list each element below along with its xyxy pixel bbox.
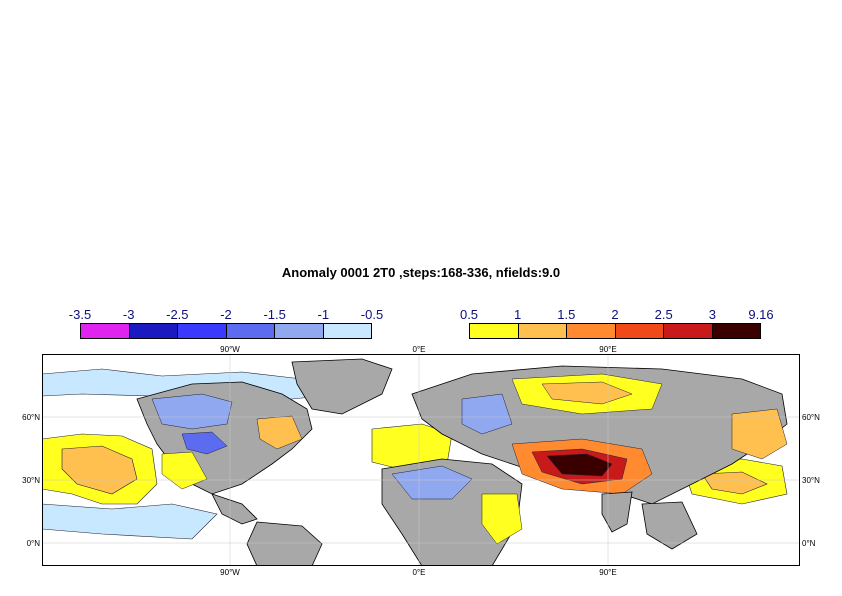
lon-tick-bottom: 90°E [599, 568, 616, 577]
tibet-extreme-core [546, 453, 613, 477]
legend-tick: -2.5 [166, 307, 189, 322]
hudson-warm-region [256, 415, 303, 450]
legend-tick: 0.5 [459, 307, 479, 322]
legend-tick: -0.5 [360, 307, 384, 322]
legend-negative-colorbar [80, 323, 372, 339]
siberia-warm-core [541, 381, 633, 405]
west-pacific-warm-core [701, 471, 768, 495]
legend-tick: 1.5 [557, 307, 576, 322]
legend-positive-colorbar [469, 323, 761, 339]
europe-cool-region [461, 393, 513, 435]
lon-tick-top: 0°E [413, 345, 426, 354]
legend-tick: 3 [708, 307, 716, 322]
canada-cool-region [151, 393, 233, 430]
legend-swatch [664, 324, 713, 338]
lat-tick-left: 30°N [22, 476, 40, 485]
pacific-cool-region [42, 503, 218, 540]
legend-swatch [712, 324, 760, 338]
legend-tick: 2.5 [654, 307, 673, 322]
graticule [42, 354, 800, 566]
legend-tick: -2 [220, 307, 232, 322]
east-africa-warm-region [481, 493, 523, 545]
legend-tick: 9.16 [748, 307, 774, 322]
legend-swatch [129, 324, 178, 338]
legend-swatch [178, 324, 227, 338]
lat-tick-left: 0°N [27, 539, 41, 548]
legend-negative: -3.5 -3 -2.5 -2 -1.5 -1 -0.5 [69, 307, 383, 339]
lat-tick-right: 30°N [802, 476, 820, 485]
eurasia-landmass [411, 365, 788, 505]
central-canada-cold-core [181, 431, 228, 455]
pacific-warm-core [61, 445, 138, 495]
legend-swatch [518, 324, 567, 338]
legend-tick: -3.5 [68, 307, 92, 322]
legend-tick: 2 [611, 307, 619, 322]
legend-tick: -1 [317, 307, 330, 322]
south-america-landmass [246, 521, 323, 566]
lat-tick-right: 0°N [802, 539, 816, 548]
legend-swatch [470, 324, 519, 338]
anomaly-map [42, 354, 800, 566]
legend-tick: -3 [122, 307, 135, 322]
east-asia-warm-region [731, 408, 788, 460]
lon-tick-bottom: 0°E [413, 568, 426, 577]
central-america-landmass [211, 493, 258, 525]
map-frame [42, 354, 800, 566]
legend-swatch [615, 324, 664, 338]
legend-swatch [81, 324, 130, 338]
legend-swatch [323, 324, 371, 338]
map-title: Anomaly 0001 2T0 ,steps:168-336, nfields… [281, 265, 561, 280]
legend-swatch [275, 324, 324, 338]
sahara-cool-region [391, 465, 473, 500]
greenland-landmass [291, 358, 393, 415]
lat-tick-right: 60°N [802, 413, 820, 422]
lon-tick-top: 90°E [599, 345, 616, 354]
legend-swatch [567, 324, 616, 338]
legend-positive: 0.5 1 1.5 2 2.5 3 9.16 [460, 307, 774, 339]
lon-tick-top: 90°W [220, 345, 240, 354]
lat-tick-left: 60°N [22, 413, 40, 422]
southeast-asia-landmass [641, 501, 698, 550]
legend-positive-labels: 0.5 1 1.5 2 2.5 3 9.16 [460, 307, 774, 323]
lon-tick-bottom: 90°W [220, 568, 240, 577]
legend-negative-labels: -3.5 -3 -2.5 -2 -1.5 -1 -0.5 [69, 307, 383, 323]
legend-tick: -1.5 [263, 307, 286, 322]
legend-swatch [226, 324, 275, 338]
legend-tick: 1 [514, 307, 522, 322]
india-landmass [601, 491, 633, 533]
